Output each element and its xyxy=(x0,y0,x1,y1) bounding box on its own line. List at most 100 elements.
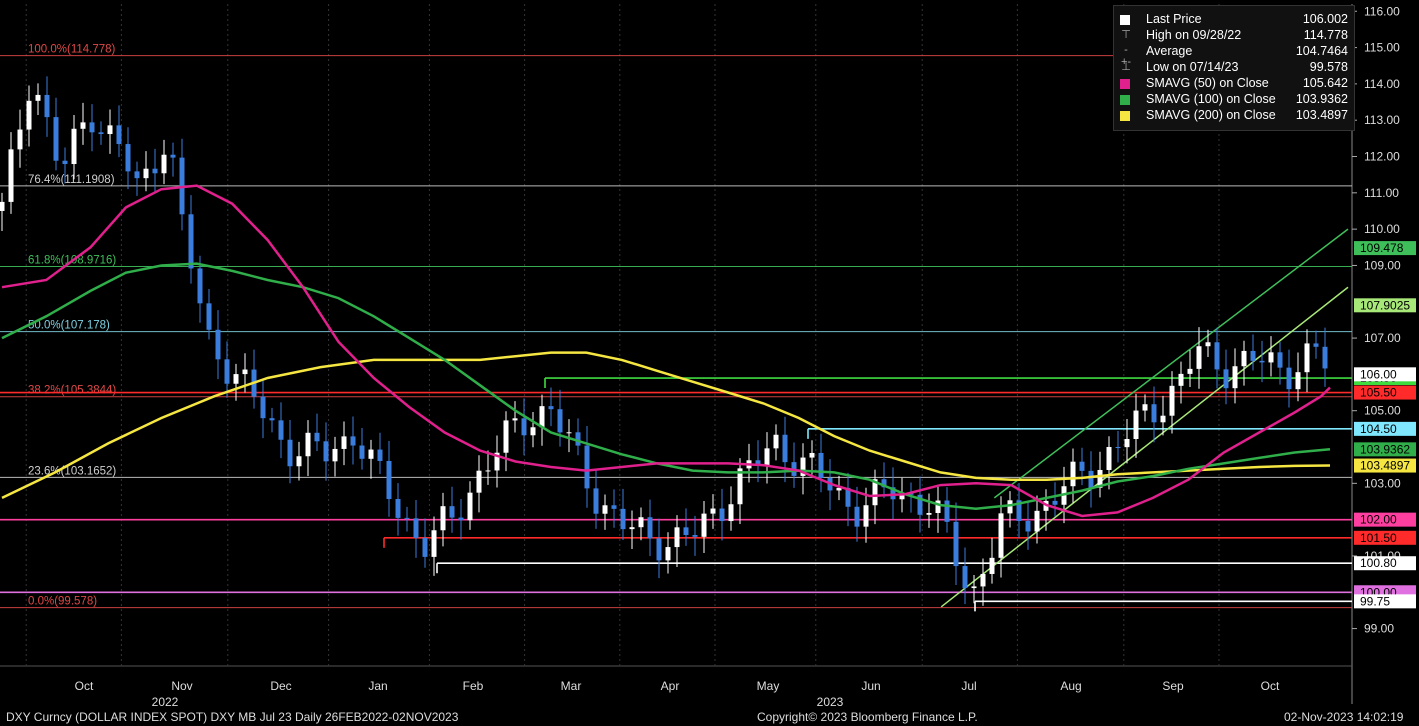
axis-tag-label: 106.00 xyxy=(1360,367,1397,381)
axis-tag: 101.50 xyxy=(1354,530,1416,545)
candle-body xyxy=(368,449,374,459)
candle-body xyxy=(359,445,365,459)
candle-body xyxy=(566,432,572,434)
x-month-label: May xyxy=(757,679,780,693)
candle-body xyxy=(206,303,212,330)
sma50-line xyxy=(1,184,1331,518)
candle-body xyxy=(890,487,896,500)
axis-tag: 103.9362 xyxy=(1354,442,1416,457)
candle-body xyxy=(260,396,266,419)
x-year-label: 2022 xyxy=(152,695,179,706)
candle-body xyxy=(53,117,59,161)
price-chart: 99.00101.00103.00105.00107.00109.00110.0… xyxy=(0,4,1416,706)
candle-body xyxy=(413,518,419,538)
candle-body xyxy=(242,369,248,375)
candle-body xyxy=(926,513,932,515)
axis-tag-label: 102.00 xyxy=(1360,513,1397,527)
candle-body xyxy=(683,527,689,536)
candle-body xyxy=(1097,469,1103,488)
legend-low: ⊥ Low on 07/14/23 99.578 xyxy=(1121,60,1348,74)
candle-body xyxy=(323,441,329,462)
candle-body xyxy=(728,504,734,522)
candle-body xyxy=(1088,470,1094,488)
axis-tag: 109.478 xyxy=(1354,241,1416,256)
candle-body xyxy=(773,434,779,449)
candle-body xyxy=(116,125,122,145)
average-marker-icon: -+- xyxy=(1120,44,1132,68)
y-tick-label: 109.00 xyxy=(1364,258,1401,272)
candle-body xyxy=(836,487,842,491)
candle-body xyxy=(1115,446,1121,448)
candle-body xyxy=(539,406,545,428)
axis-tag: 100.80 xyxy=(1354,556,1416,571)
x-month-label: Feb xyxy=(463,679,484,693)
axis-tag-label: 99.75 xyxy=(1360,594,1390,608)
candles-group xyxy=(0,76,1328,606)
axis-tag-label: 107.9025 xyxy=(1360,298,1410,312)
candle-body xyxy=(593,488,599,514)
x-year-label: 2023 xyxy=(817,695,844,706)
candle-body xyxy=(1241,350,1247,367)
candle-body xyxy=(197,268,203,304)
candle-body xyxy=(845,487,851,507)
candle-body xyxy=(980,573,986,587)
candle-body xyxy=(1250,350,1256,361)
last-price-swatch xyxy=(1120,15,1130,25)
footer-copyright: Copyright© 2023 Bloomberg Finance L.P. xyxy=(757,710,978,724)
candle-body xyxy=(71,128,77,165)
sma100-line xyxy=(1,262,1331,510)
candle-body xyxy=(1169,385,1175,416)
candle-body xyxy=(1016,500,1022,521)
candle-body xyxy=(1178,373,1184,386)
y-tick-label: 112.00 xyxy=(1364,150,1400,164)
candle-body xyxy=(26,100,32,130)
candle-body xyxy=(89,122,95,133)
x-month-label: Apr xyxy=(661,679,680,693)
candle-body xyxy=(872,479,878,506)
candle-body xyxy=(170,154,176,158)
candle-body xyxy=(1286,367,1292,390)
candle-body xyxy=(755,460,761,466)
candle-body xyxy=(125,144,131,172)
candle-body xyxy=(1025,520,1031,532)
fib-level-label: 50.0%(107.178) xyxy=(28,320,110,332)
candle-body xyxy=(692,535,698,537)
y-tick-label: 105.00 xyxy=(1364,404,1401,418)
candle-body xyxy=(1214,342,1220,370)
fib-level-label: 0.0%(99.578) xyxy=(28,596,97,608)
y-tick-label: 99.00 xyxy=(1364,622,1394,636)
high-marker-icon: ⊤ xyxy=(1121,29,1131,41)
candle-body xyxy=(629,527,635,530)
axis-tag: 102.00 xyxy=(1354,512,1416,527)
candle-body xyxy=(854,506,860,527)
fib-level-label: 76.4%(111.1908) xyxy=(28,174,115,186)
candle-body xyxy=(953,521,959,567)
candle-body xyxy=(440,506,446,531)
y-tick-label: 103.00 xyxy=(1364,476,1401,490)
candle-body xyxy=(530,427,536,436)
candle-body xyxy=(1160,415,1166,423)
axis-tag-label: 105.50 xyxy=(1360,386,1397,400)
y-tick-label: 107.00 xyxy=(1364,331,1401,345)
x-month-label: Nov xyxy=(171,679,192,693)
candle-body xyxy=(800,457,806,476)
candle-body xyxy=(422,537,428,557)
axis-tag-label: 109.478 xyxy=(1360,241,1404,255)
axis-tag-label: 100.80 xyxy=(1360,556,1397,570)
axis-tag-bg xyxy=(1354,512,1416,527)
candle-body xyxy=(1304,343,1310,373)
candle-body xyxy=(764,448,770,466)
axis-tag-bg xyxy=(1354,241,1416,256)
candle-body xyxy=(1142,404,1148,411)
candle-body xyxy=(476,470,482,493)
x-month-label: Oct xyxy=(75,679,94,693)
candle-body xyxy=(314,432,320,442)
candle-body xyxy=(341,436,347,449)
candle-body xyxy=(602,505,608,514)
y-tick-label: 110.00 xyxy=(1364,222,1400,236)
candle-body xyxy=(1124,438,1130,448)
axis-tag-bg xyxy=(1354,594,1416,609)
x-month-label: Jul xyxy=(961,679,976,693)
axis-tag-label: 103.9362 xyxy=(1360,442,1410,456)
candle-body xyxy=(512,418,518,421)
